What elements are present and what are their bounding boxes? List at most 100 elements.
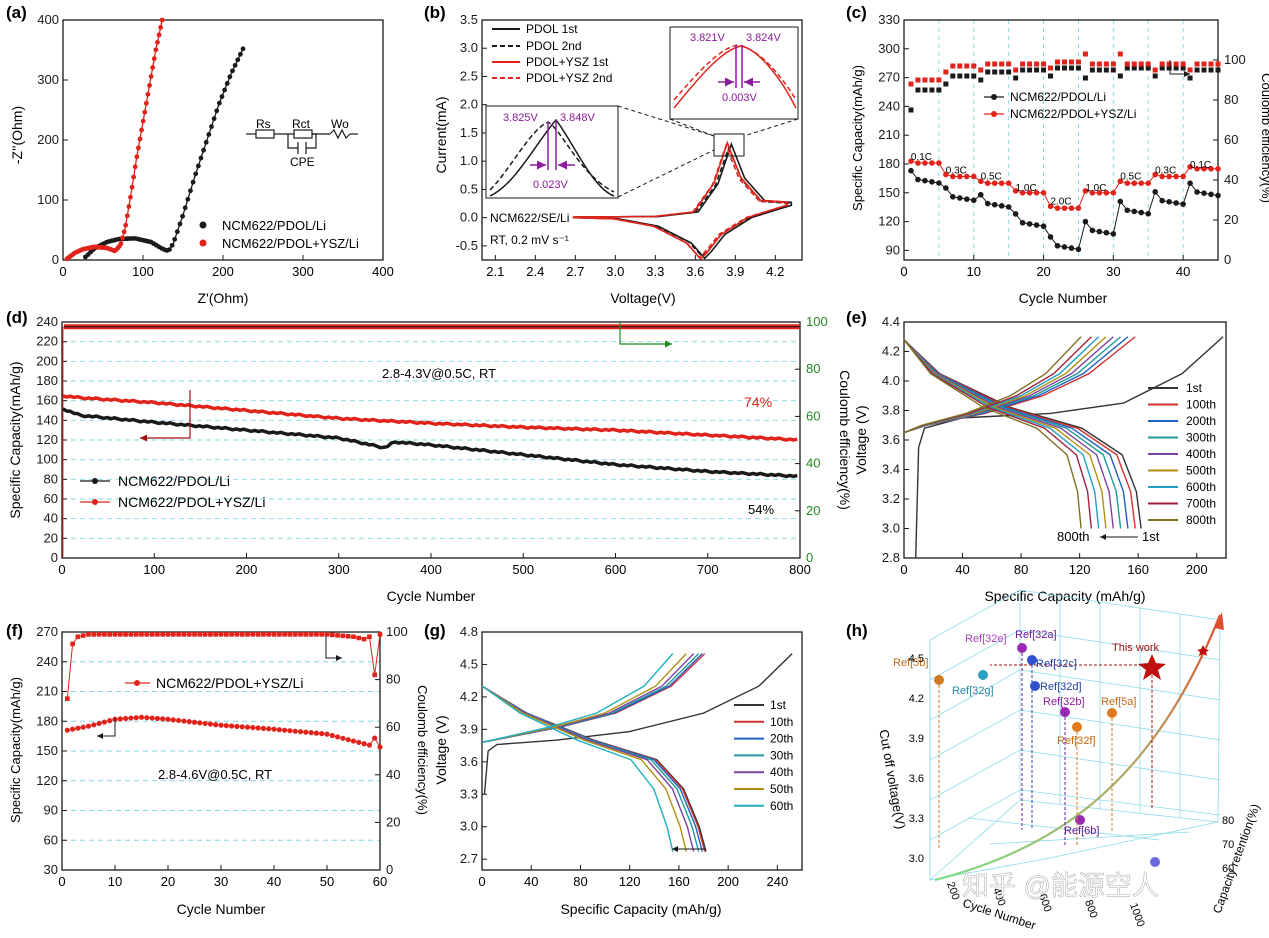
c-ce-ysz-point bbox=[1075, 59, 1081, 65]
c-rate-label: 2.0C bbox=[1050, 196, 1071, 207]
f-cap-point bbox=[356, 739, 362, 746]
f-cap-point bbox=[266, 726, 272, 732]
a-ytick-label: 0 bbox=[52, 252, 59, 267]
c-ce-pdol-point bbox=[1124, 65, 1130, 71]
b-xtick-label: 3.3 bbox=[646, 264, 664, 279]
g-xtick-label: 80 bbox=[573, 874, 587, 889]
f-cap-point bbox=[329, 732, 335, 739]
f-ce-point bbox=[75, 634, 81, 640]
circuit-rs: Rs bbox=[256, 117, 271, 131]
c-cap-pdol-point bbox=[1131, 208, 1138, 215]
f-cap-point bbox=[202, 720, 208, 727]
c-ytick2-label: 80 bbox=[1224, 92, 1238, 107]
panel-label-c: (c) bbox=[846, 3, 867, 22]
h-point-extra bbox=[1150, 857, 1160, 867]
c-ce-ysz-point bbox=[1124, 61, 1130, 67]
c-cap-pdol-point bbox=[977, 191, 984, 198]
c-cap-ysz-point bbox=[1089, 190, 1096, 196]
c-cap-ysz-point bbox=[1117, 178, 1124, 185]
a-point-0 bbox=[182, 205, 188, 211]
a-point-1 bbox=[143, 100, 149, 106]
d-ytick-label: 100 bbox=[36, 452, 58, 467]
g-legend-label-1: 10th bbox=[770, 715, 793, 729]
d-arrow-left bbox=[140, 390, 191, 442]
c-ce-pdol-point bbox=[1006, 69, 1012, 75]
g-ytick-label: 3.6 bbox=[460, 754, 478, 769]
c-cap-ysz-point bbox=[1047, 203, 1054, 210]
d-ytick-label: 20 bbox=[44, 530, 58, 545]
f-cap-point bbox=[181, 718, 187, 724]
g-discharge-6 bbox=[481, 685, 674, 852]
a-point-0 bbox=[177, 221, 183, 227]
panel-a-static: Z'(Ohm) -Z''(Ohm) Rs Rct Wo CPE NCM622/P… bbox=[9, 106, 359, 306]
f-ce-point bbox=[208, 632, 213, 637]
c-cap-pdol-point bbox=[1124, 207, 1131, 214]
f-ce-point bbox=[123, 632, 128, 637]
c-cap-pdol-point bbox=[984, 200, 991, 207]
f-ce-point bbox=[202, 632, 208, 637]
e-legend-label-0: 1st bbox=[1186, 381, 1203, 395]
a-point-1 bbox=[120, 235, 125, 241]
f-ce-point bbox=[155, 632, 160, 637]
f-cap-point bbox=[133, 715, 139, 721]
c-cap-pdol-point bbox=[1026, 221, 1033, 227]
c-ce-pdol-point bbox=[1103, 67, 1109, 73]
c-ce-pdol-point bbox=[957, 73, 963, 79]
g-xtick-label: 0 bbox=[478, 874, 485, 889]
b-inset-right-v2: 3.824V bbox=[746, 32, 782, 44]
c-cap-pdol-point bbox=[1005, 204, 1012, 210]
h-ref-32g: Ref[32g] bbox=[952, 685, 994, 697]
f-ce-point bbox=[335, 633, 340, 638]
g-legend-label-4: 40th bbox=[770, 765, 793, 779]
c-ce-ysz-point bbox=[992, 61, 998, 67]
g-discharge-2 bbox=[481, 685, 703, 852]
c-cap-pdol-point bbox=[1068, 245, 1075, 251]
f-cap-point bbox=[70, 726, 76, 732]
f-cap-point bbox=[250, 724, 256, 731]
a-point-0 bbox=[172, 236, 178, 242]
h-xtick-label: 800 bbox=[1082, 898, 1100, 919]
a-point-0 bbox=[227, 74, 233, 80]
g-ytick-label: 4.2 bbox=[460, 689, 478, 704]
c-cap-ysz-point bbox=[1152, 171, 1158, 178]
a-point-0 bbox=[237, 51, 243, 57]
panel-label-h: (h) bbox=[846, 621, 868, 640]
f-cap-point bbox=[366, 742, 372, 748]
c-cap-ysz-point bbox=[929, 160, 935, 166]
g-legend-label-0: 1st bbox=[770, 698, 787, 712]
panel-f-chart: 0 10 20 30 40 50 60 30 60 90 120 150 180 210 240 270 0 20… bbox=[36, 624, 407, 889]
e-annot-800: 800th bbox=[1057, 529, 1090, 544]
c-cap-ysz-point bbox=[922, 160, 928, 166]
c-ce-ysz-point bbox=[922, 77, 928, 83]
c-ce-ysz-point bbox=[957, 63, 963, 69]
a-point-0 bbox=[206, 132, 212, 137]
h-zlabel: Cut off voltage(V) bbox=[876, 728, 908, 830]
c-ytick2-label: 60 bbox=[1224, 132, 1238, 147]
f-cap-point bbox=[345, 737, 351, 743]
e-legend-label-3: 300th bbox=[1186, 431, 1216, 445]
e-xtick-label: 200 bbox=[1186, 562, 1208, 577]
f-ce-point bbox=[361, 636, 367, 642]
f-ce-point bbox=[86, 632, 91, 637]
f-legend: NCM622/PDOL+YSZ/Li bbox=[156, 675, 303, 691]
a-ytick-label: 200 bbox=[37, 132, 59, 147]
c-ce-ysz-point bbox=[1180, 61, 1186, 67]
e-legend-label-7: 700th bbox=[1186, 497, 1216, 511]
panel-d-chart: 0 100 200 300 400 500 600 700 800020406080100120… bbox=[36, 314, 827, 577]
f-cap-point bbox=[123, 715, 129, 722]
c-rate-label: 1.0C bbox=[1085, 183, 1106, 194]
c-ce-pdol-point bbox=[999, 69, 1005, 75]
c-ytick-label: 270 bbox=[878, 70, 900, 85]
c-xtick-label: 10 bbox=[967, 264, 981, 279]
c-cap-ysz-point bbox=[1138, 180, 1145, 186]
f-arrow-left bbox=[97, 718, 116, 739]
f-cap-point bbox=[176, 717, 182, 724]
c-ce-ysz-point bbox=[1061, 59, 1067, 65]
c-ce-ysz-point bbox=[1166, 61, 1172, 67]
c-cap-pdol-point bbox=[1173, 200, 1179, 206]
f-cap-point bbox=[101, 719, 107, 725]
f-ce-point bbox=[186, 632, 192, 637]
a-point-1 bbox=[150, 65, 156, 70]
c-xtick-label: 40 bbox=[1176, 264, 1190, 279]
b-annot-cell: NCM622/SE/Li bbox=[490, 211, 569, 225]
